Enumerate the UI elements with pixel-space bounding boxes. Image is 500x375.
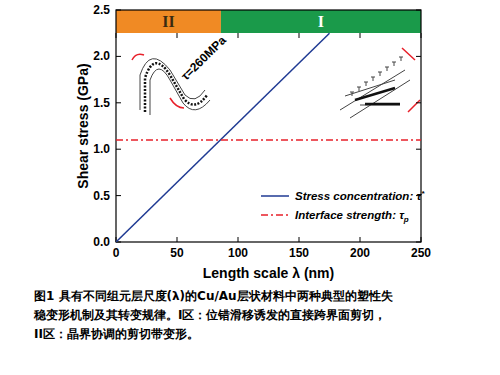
legend-swatch: [261, 214, 289, 216]
x-tick-label: 0: [113, 246, 120, 260]
caption-line: 图1 具有不同组元层尺度(λ)的Cu/Au层状材料中两种典型的塑性失: [34, 289, 394, 303]
plot-frame: [116, 10, 421, 242]
inset-dislocation: [364, 82, 368, 86]
y-tick: [416, 10, 421, 11]
y-tick: [116, 195, 121, 196]
y-tick: [116, 56, 121, 57]
legend-swatch: [261, 195, 289, 197]
series-line: [116, 139, 421, 141]
region-label: II: [162, 13, 174, 30]
inset-sketch: [132, 48, 420, 118]
inset-dislocation: [357, 87, 361, 91]
x-tick-label: 100: [228, 246, 248, 260]
x-tick: [360, 237, 361, 242]
x-tick-label: 250: [411, 246, 431, 260]
y-tick-label: 2.0: [93, 49, 110, 63]
inset-slip: [365, 103, 400, 106]
y-tick: [416, 149, 421, 150]
y-tick: [416, 242, 421, 243]
x-tick: [421, 237, 422, 242]
x-tick: [238, 33, 239, 38]
x-tick-label: 50: [170, 246, 184, 260]
y-tick-label: 1.0: [93, 142, 110, 156]
inset-dislocation: [399, 57, 403, 61]
y-tick-label: 2.5: [93, 3, 110, 17]
inset-arrow: [402, 48, 420, 112]
inset-dislocation: [385, 67, 389, 71]
inset-layers: [340, 70, 410, 118]
x-tick: [299, 237, 300, 242]
y-tick: [116, 10, 121, 11]
legend-label: Interface strength: τp: [295, 209, 409, 224]
inset-slip: [355, 88, 395, 100]
chart: III0501001502002500.00.51.01.52.02.5Leng…: [0, 0, 500, 375]
x-tick: [299, 33, 300, 38]
y-tick: [416, 102, 421, 103]
x-tick: [177, 33, 178, 38]
legend-label: Stress concentration: τ*: [295, 189, 425, 202]
x-tick: [238, 237, 239, 242]
y-tick-label: 0.5: [93, 189, 110, 203]
x-tick: [360, 33, 361, 38]
y-axis-label: Shear stress (GPa): [75, 63, 91, 188]
inset-dislocation: [392, 62, 396, 66]
x-tick: [177, 237, 178, 242]
y-tick: [116, 149, 121, 150]
inset-dislocation: [350, 92, 354, 96]
caption-line: 稳变形机制及其转变规律。I区：位错滑移诱发的直接跨界面剪切，: [33, 308, 386, 322]
series-group: [116, 33, 421, 242]
region-band: [116, 10, 221, 33]
inset-dislocation: [378, 72, 382, 76]
x-tick: [421, 33, 422, 38]
caption-line: II区：晶界协调的剪切带变形。: [34, 327, 199, 341]
x-tick: [116, 33, 117, 38]
x-tick-label: 200: [350, 246, 370, 260]
inset-arrow: [170, 98, 184, 108]
y-tick: [416, 56, 421, 57]
inset-arrow: [132, 54, 144, 60]
region-band: [221, 10, 421, 33]
x-tick-label: 150: [289, 246, 309, 260]
inset-dislocation: [371, 77, 375, 81]
x-axis-label: Length scale λ (nm): [203, 265, 334, 281]
y-tick-label: 1.5: [93, 96, 110, 110]
region-label: I: [318, 13, 324, 30]
y-tick: [116, 102, 121, 103]
annotation: τ=260MPa: [178, 33, 229, 83]
y-tick-label: 0.0: [93, 235, 110, 249]
